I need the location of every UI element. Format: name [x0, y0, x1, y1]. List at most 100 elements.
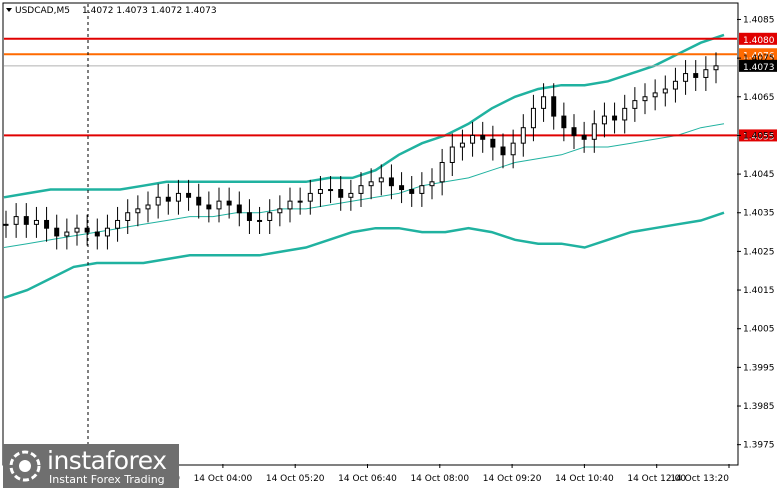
candle [470, 121, 476, 157]
candle [520, 114, 526, 157]
candle [662, 75, 668, 107]
candle [713, 52, 719, 84]
x-tick-label: 14 Oct 05:20 [266, 474, 325, 484]
dropdown-triangle-icon[interactable] [6, 8, 12, 12]
current-price-tag [739, 59, 777, 72]
y-tick-label: 1.4075 [743, 54, 775, 64]
candle [500, 133, 506, 169]
candle [257, 206, 263, 234]
candle [338, 176, 344, 211]
candle [64, 218, 70, 250]
candle [459, 129, 465, 161]
y-tick-label: 1.3995 [743, 363, 775, 373]
candle [480, 121, 486, 153]
x-tick-label: 14 Oct 04:00 [194, 474, 253, 484]
candle [571, 114, 577, 149]
level-tag-label: 1.4076 [743, 51, 775, 61]
candle [196, 183, 202, 219]
candle [277, 195, 283, 227]
candle [287, 187, 293, 223]
candle [216, 187, 222, 223]
candle [33, 206, 39, 238]
candle [601, 102, 607, 138]
y-tick-label: 1.3975 [743, 441, 775, 451]
level-tag [739, 32, 777, 45]
candle [104, 214, 110, 250]
candle [581, 121, 587, 153]
candle [429, 168, 435, 200]
candle [246, 199, 252, 234]
candle [236, 191, 242, 227]
candle [74, 214, 80, 246]
candle [541, 83, 547, 122]
candle [449, 133, 455, 177]
candle [23, 203, 29, 238]
candle [165, 183, 171, 215]
candle [115, 206, 121, 242]
instaforex-logo: instaforex Instant Forex Trading [3, 444, 179, 488]
y-tick-label: 1.4005 [743, 325, 775, 335]
candle [125, 199, 131, 234]
candle [358, 172, 364, 207]
candle [226, 187, 232, 219]
x-tick-label: 14 Oct 09:20 [483, 474, 542, 484]
candle [368, 168, 374, 200]
candle [439, 148, 445, 196]
horizontal-levels: 1.4080 1.4076 1.4055 1.4073 [4, 32, 777, 142]
candle [703, 56, 709, 91]
x-tick-label: 14 Oct 12:00 [627, 474, 686, 484]
candle [561, 102, 567, 142]
level-tag-label: 1.4055 [743, 132, 775, 142]
logo-name: instaforex [47, 446, 167, 475]
candle [44, 206, 50, 242]
candle [419, 172, 425, 207]
candle [551, 83, 557, 130]
y-tick-label: 1.4025 [743, 247, 775, 257]
candle [490, 125, 496, 161]
candle [652, 79, 658, 111]
candle [612, 102, 618, 134]
candle [307, 179, 313, 215]
candle [94, 218, 100, 250]
candle [54, 214, 60, 250]
candle [317, 176, 323, 207]
y-tick-label: 1.3985 [743, 402, 775, 412]
symbol-label: USDCAD,M5 [15, 6, 70, 16]
candle [186, 179, 192, 211]
candle [378, 164, 384, 196]
candle [206, 191, 212, 223]
y-tick-label: 1.4085 [743, 15, 775, 25]
level-tag [739, 48, 777, 61]
candle [683, 60, 689, 95]
candle [693, 60, 699, 91]
x-tick-label: 14 Oct 06:40 [338, 474, 397, 484]
candle [348, 179, 354, 211]
x-tick-label: 14 Oct 13:20 [670, 474, 729, 484]
candle [267, 199, 273, 234]
candle [84, 214, 90, 246]
candle [155, 183, 161, 219]
candle [145, 191, 151, 223]
candle [642, 83, 648, 115]
candle [328, 176, 334, 204]
candle [409, 176, 415, 207]
y-tick-label: 1.4035 [743, 209, 775, 219]
y-tick-label: 1.4015 [743, 286, 775, 296]
candle [135, 195, 141, 227]
bollinger-upper [3, 33, 725, 199]
level-tag [739, 129, 777, 142]
y-tick-label: 1.4065 [743, 93, 775, 103]
x-tick-label: 14 Oct 10:40 [555, 474, 614, 484]
candle [175, 179, 181, 215]
ohlc-label: 1.4072 1.4073 1.4072 1.4073 [82, 6, 217, 16]
x-tick-label: 14 Oct 08:00 [410, 474, 469, 484]
candles [3, 52, 719, 250]
candle [13, 203, 19, 238]
bollinger-lower [3, 211, 725, 299]
candle [672, 67, 678, 103]
current-price-label: 1.4073 [743, 63, 775, 73]
candle [530, 94, 536, 142]
candle [399, 172, 405, 204]
y-axis: 1.4085 1.4075 1.4065 1.4055 1.4045 1.4035 1.40… [737, 15, 775, 451]
